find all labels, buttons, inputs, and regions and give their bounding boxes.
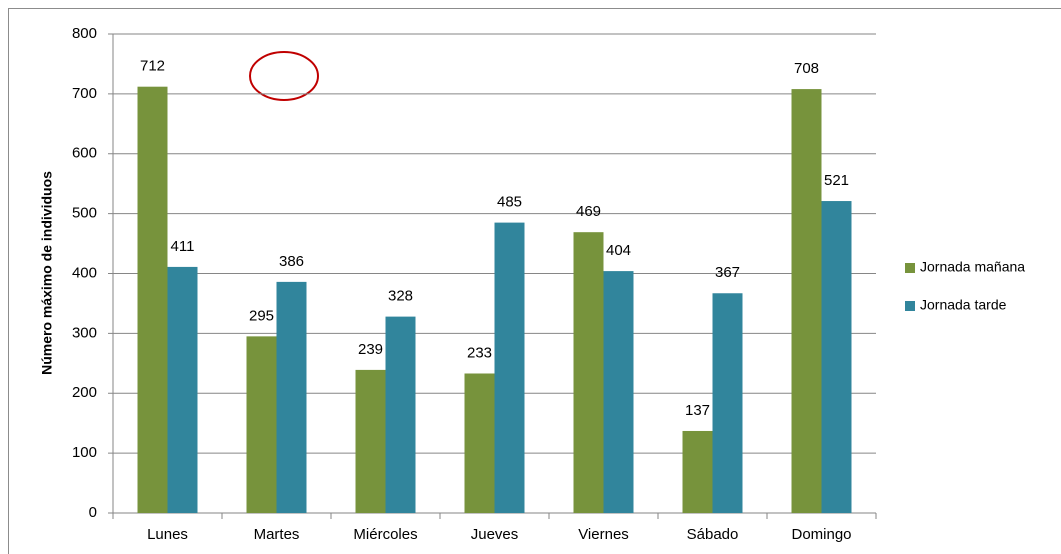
y-tick-label: 300 [72,324,97,341]
data-label: 367 [715,264,740,281]
x-tick-label: Miércoles [353,526,417,543]
bar [167,266,198,513]
data-label: 521 [824,172,849,189]
bar [682,430,713,513]
data-label: 469 [576,203,601,220]
bar [573,232,604,513]
x-tick-label: Viernes [578,526,629,543]
y-tick-label: 200 [72,384,97,401]
legend-label: Jornada tarde [920,297,1007,313]
y-tick-label: 800 [72,25,97,42]
y-tick-label: 600 [72,145,97,162]
y-tick-label: 700 [72,85,97,102]
bar [246,336,277,513]
bar [385,316,416,513]
legend-label: Jornada mañana [920,259,1025,275]
bar [791,89,822,514]
legend-swatch [905,263,915,273]
x-tick-label: Jueves [471,526,519,543]
data-label: 712 [140,58,165,75]
data-label: 404 [606,242,631,259]
legend-swatch [905,301,915,311]
y-tick-label: 0 [89,504,97,521]
data-label: 328 [388,288,413,305]
bar [712,293,743,513]
x-tick-label: Domingo [791,526,851,543]
y-tick-label: 500 [72,205,97,222]
bar [464,373,495,513]
bar [821,201,852,513]
bar [603,271,634,513]
y-tick-label: 400 [72,264,97,281]
data-label: 485 [497,194,522,211]
annotation-circle [249,51,319,101]
x-tick-label: Sábado [687,526,739,543]
data-label: 708 [794,60,819,77]
data-label: 386 [279,253,304,270]
bar [494,222,525,513]
x-tick-label: Lunes [147,526,188,543]
bar [276,281,307,513]
data-label: 239 [358,341,383,358]
data-label: 233 [467,344,492,361]
bar [355,369,386,513]
data-label: 295 [249,307,274,324]
y-axis-label: Número máximo de individuos [39,171,55,375]
bar [137,86,168,513]
data-label: 137 [685,402,710,419]
y-tick-label: 100 [72,444,97,461]
data-label: 411 [171,238,195,255]
x-tick-label: Martes [254,526,300,543]
